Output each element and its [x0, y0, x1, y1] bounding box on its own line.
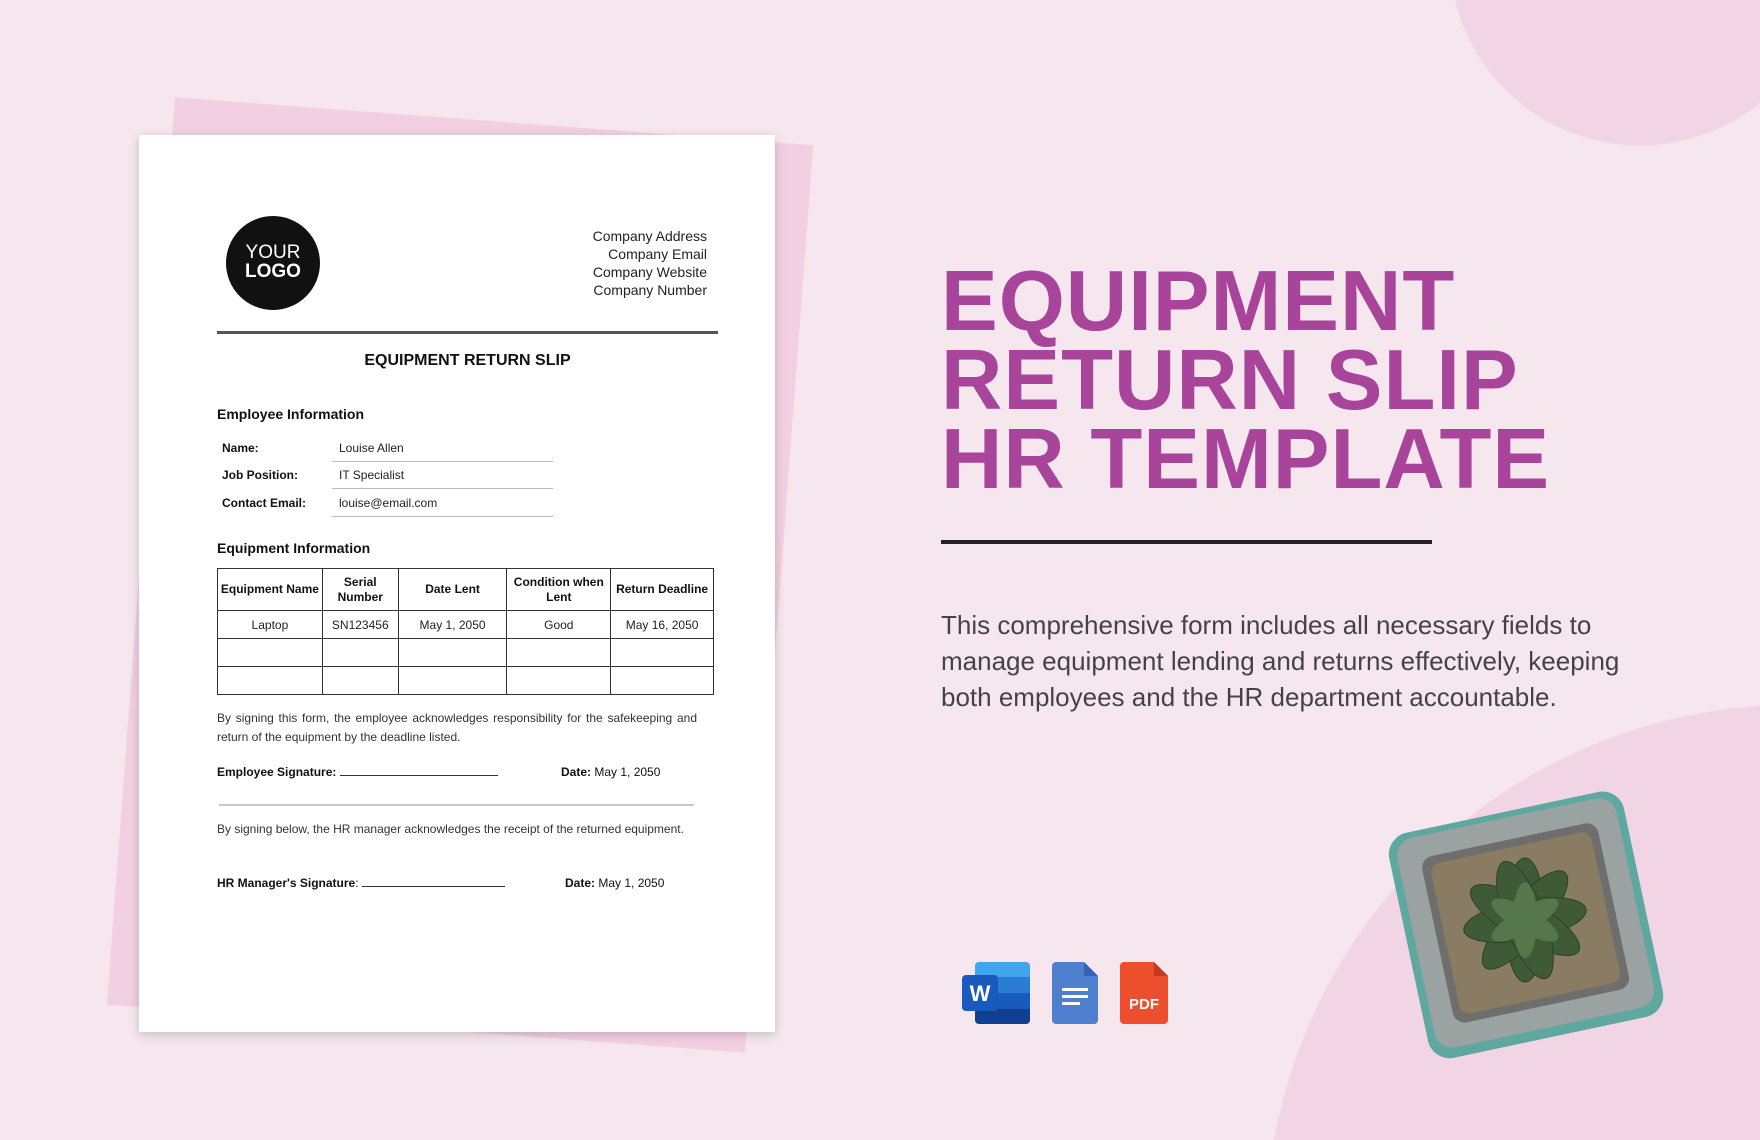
heading-line: RETURN SLIP — [941, 333, 1519, 428]
column-header: Condition when Lent — [506, 568, 612, 611]
employee-acknowledgement: By signing this form, the employee ackno… — [217, 711, 697, 744]
name-field[interactable]: Louise Allen — [339, 441, 404, 455]
contact-email-label: Contact Email: — [222, 496, 307, 510]
table-cell[interactable] — [610, 666, 714, 695]
word-icon[interactable]: W — [962, 962, 1030, 1024]
svg-text:PDF: PDF — [1129, 996, 1159, 1013]
column-header: Return Deadline — [610, 568, 714, 611]
heading-line: HR TEMPLATE — [941, 412, 1551, 507]
company-address: Company Address — [592, 228, 707, 244]
table-cell[interactable] — [506, 638, 612, 667]
equipment-table: Equipment Name Serial Number Date Lent C… — [217, 568, 714, 695]
table-cell[interactable] — [506, 666, 612, 695]
promo-heading: EQUIPMENT RETURN SLIP HR TEMPLATE — [941, 254, 1551, 507]
date-label: Date: — [561, 765, 592, 779]
hr-signature-line[interactable] — [361, 877, 505, 887]
document-title: EQUIPMENT RETURN SLIP — [364, 352, 571, 369]
equipment-section-heading: Equipment Information — [217, 540, 371, 556]
description-line: both employees and the HR department acc… — [941, 682, 1557, 712]
field-underline — [332, 516, 553, 517]
colon: : — [355, 876, 359, 890]
column-header: Serial Number — [321, 568, 399, 611]
column-header: Date Lent — [397, 568, 508, 611]
field-underline — [332, 488, 553, 489]
table-cell[interactable]: May 1, 2050 — [397, 610, 508, 639]
table-cell[interactable] — [321, 638, 399, 667]
table-cell[interactable] — [610, 638, 714, 667]
date-label: Date: — [565, 876, 596, 890]
table-cell[interactable] — [397, 666, 508, 695]
hr-date-value: May 1, 2050 — [598, 876, 665, 890]
hr-signature-label: HR Manager's Signature — [217, 876, 356, 890]
pdf-icon[interactable]: PDF — [1120, 962, 1168, 1024]
table-cell[interactable] — [217, 666, 323, 695]
table-header-row: Equipment Name Serial Number Date Lent C… — [217, 568, 714, 611]
table-cell[interactable]: May 16, 2050 — [610, 610, 714, 639]
table-row: Laptop SN123456 May 1, 2050 Good May 16,… — [217, 610, 714, 639]
company-email: Company Email — [608, 246, 707, 262]
table-cell[interactable] — [321, 666, 399, 695]
employee-date: Date: May 1, 2050 — [561, 765, 660, 779]
table-cell[interactable] — [217, 638, 323, 667]
column-header: Equipment Name — [217, 568, 323, 611]
table-cell[interactable]: Good — [506, 610, 612, 639]
table-cell[interactable]: Laptop — [217, 610, 323, 639]
name-label: Name: — [222, 441, 259, 455]
field-underline — [332, 461, 553, 462]
divider — [217, 331, 718, 334]
company-website: Company Website — [592, 264, 707, 280]
svg-text:W: W — [970, 981, 991, 1006]
table-cell[interactable] — [397, 638, 508, 667]
employee-signature-line[interactable] — [339, 766, 498, 776]
google-docs-icon[interactable] — [1052, 962, 1098, 1024]
heading-divider — [941, 540, 1432, 544]
heading-line: EQUIPMENT — [941, 254, 1456, 349]
employee-signature-row: Employee Signature: — [217, 765, 498, 779]
description-line: This comprehensive form includes all nec… — [941, 610, 1592, 640]
hr-acknowledgement: By signing below, the HR manager acknowl… — [217, 822, 684, 836]
table-row — [217, 638, 714, 667]
promo-description: This comprehensive form includes all nec… — [941, 607, 1701, 715]
job-position-field[interactable]: IT Specialist — [339, 468, 405, 482]
employee-date-value: May 1, 2050 — [594, 765, 661, 779]
job-position-label: Job Position: — [222, 468, 298, 482]
hr-signature-row: HR Manager's Signature: — [217, 876, 505, 890]
employee-section-heading: Employee Information — [217, 406, 365, 422]
table-row — [217, 666, 714, 695]
contact-email-field[interactable]: louise@email.com — [339, 496, 438, 510]
logo-placeholder: YOUR LOGO — [226, 216, 320, 310]
divider — [219, 804, 694, 806]
description-line: manage equipment lending and returns eff… — [941, 646, 1620, 676]
table-cell[interactable]: SN123456 — [321, 610, 399, 639]
succulent-plant-image — [1388, 791, 1664, 1059]
company-number: Company Number — [593, 282, 707, 298]
employee-signature-label: Employee Signature: — [217, 765, 337, 779]
hr-date: Date: May 1, 2050 — [565, 876, 664, 890]
